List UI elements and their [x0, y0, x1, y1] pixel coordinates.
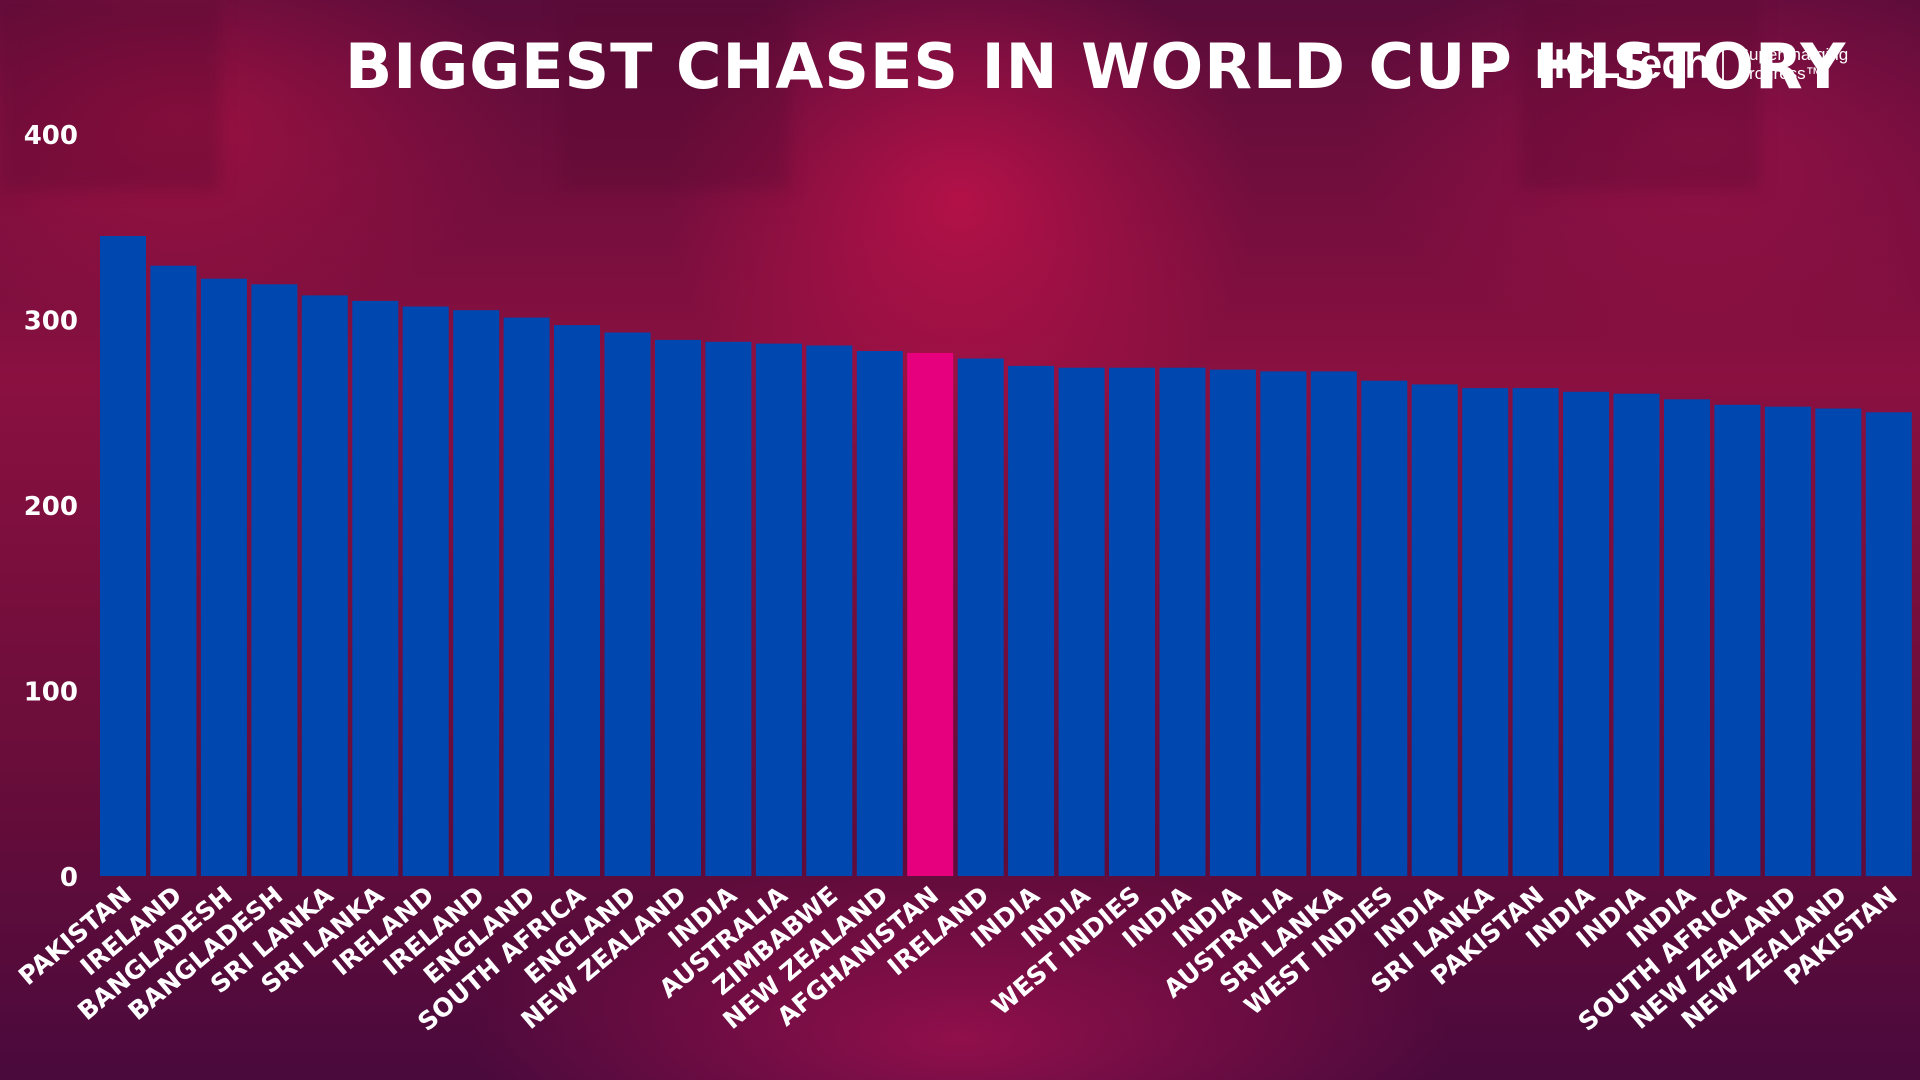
bar: [1613, 393, 1660, 876]
bar: [1462, 388, 1509, 876]
bar: [503, 317, 550, 877]
brand-tagline: Supercharging Progress™: [1738, 45, 1849, 83]
y-tick-label: 200: [24, 492, 78, 522]
y-tick-label: 300: [24, 307, 78, 337]
bar-highlighted: [907, 352, 954, 876]
bar: [352, 300, 399, 876]
bar: [1008, 365, 1055, 876]
brand-name: HCLTech: [1535, 40, 1710, 87]
bar: [402, 306, 449, 876]
brand-tagline-line1: Supercharging: [1737, 45, 1849, 64]
bar: [301, 295, 348, 876]
bar: [1361, 380, 1408, 876]
bar: [1512, 388, 1559, 876]
bar: [655, 339, 701, 876]
bar: [705, 341, 752, 876]
bars: [100, 236, 1912, 877]
bar: [1714, 404, 1761, 876]
bar: [1310, 371, 1357, 876]
bar: [1764, 406, 1811, 876]
bar: [806, 345, 853, 876]
bar: [1815, 408, 1862, 876]
page-title: BIGGEST CHASES IN WORLD CUP HISTORY: [345, 30, 1847, 103]
bar: [1159, 367, 1206, 876]
bar: [1260, 371, 1307, 876]
bar: [100, 236, 146, 876]
bar: [856, 351, 903, 876]
bar: [755, 343, 802, 877]
brand-logo: HCLTech Supercharging Progress™: [1535, 40, 1848, 88]
brand-tagline-line2: Progress™: [1737, 64, 1823, 83]
bar: [1563, 391, 1610, 876]
bar: [150, 265, 197, 876]
bar: [554, 325, 600, 877]
bar: [1664, 399, 1710, 876]
bar: [957, 358, 1004, 876]
bar: [1411, 384, 1458, 876]
bar: [1209, 369, 1256, 876]
bar: [604, 332, 651, 876]
y-tick-label: 100: [24, 678, 78, 708]
bar: [251, 284, 298, 876]
brand-divider: [1721, 45, 1724, 83]
bar: [453, 310, 500, 876]
y-tick-label: 400: [24, 121, 78, 151]
y-tick-label: 0: [60, 863, 78, 893]
y-axis: 0 100 200 300 400: [24, 121, 78, 893]
bar: [1058, 367, 1105, 876]
bar: [1109, 367, 1155, 876]
bar: [1865, 412, 1912, 877]
bar: [200, 278, 247, 876]
